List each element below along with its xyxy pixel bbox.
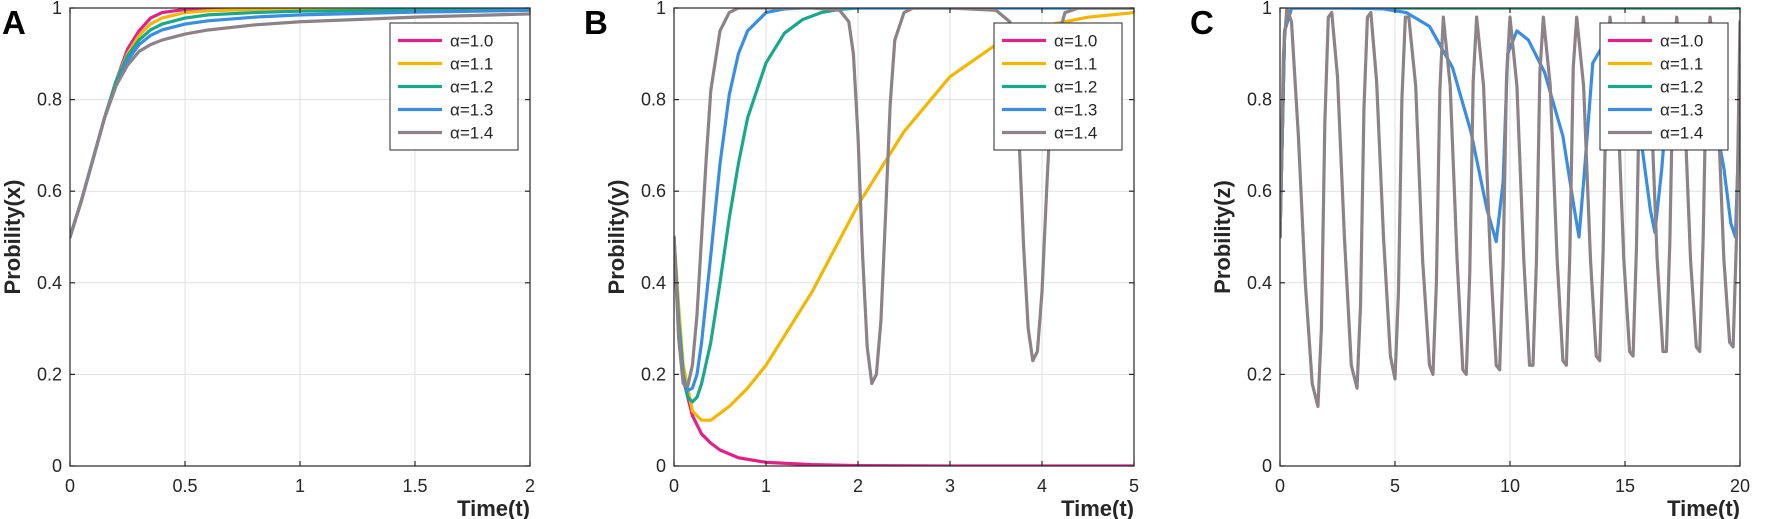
y-tick-label: 0.6 bbox=[37, 181, 62, 201]
legend-entry-label: α=1.4 bbox=[1660, 124, 1703, 143]
legend-entry-label: α=1.4 bbox=[1054, 124, 1097, 143]
x-axis-label: Time(t) bbox=[457, 496, 530, 519]
y-tick-label: 0 bbox=[52, 456, 62, 476]
y-tick-label: 0.4 bbox=[1247, 273, 1272, 293]
legend-entry-label: α=1.3 bbox=[450, 101, 493, 120]
legend-entry-label: α=1.0 bbox=[1054, 32, 1097, 51]
series-line-5 bbox=[1280, 8, 1740, 409]
legend-entry-label: α=1.4 bbox=[450, 124, 493, 143]
x-tick-label: 1.5 bbox=[402, 476, 427, 496]
x-tick-label: 1 bbox=[295, 476, 305, 496]
y-tick-label: 0.4 bbox=[37, 273, 62, 293]
x-tick-label: 0.5 bbox=[172, 476, 197, 496]
y-tick-label: 0.2 bbox=[641, 364, 666, 384]
chart-panel-a: 0 0.5 1 1.5 2 0 0.2 0.4 0.6 0.8 1 Time(t) Probility(… bbox=[0, 0, 535, 519]
series-line-1 bbox=[674, 235, 1134, 466]
y-tick-label: 0.8 bbox=[641, 90, 666, 110]
series-line-4 bbox=[674, 8, 1134, 393]
chart-panel-b: 0 1 2 3 4 5 0 0.2 0.4 0.6 0.8 1 Time(t) Probility(y) B… bbox=[584, 0, 1139, 519]
x-tick-label: 10 bbox=[1500, 476, 1520, 496]
legend: α=1.0 α=1.1 α=1.2 α=1.3 α=1.4 bbox=[993, 22, 1123, 151]
x-tick-label: 3 bbox=[945, 476, 955, 496]
x-axis-label: Time(t) bbox=[1667, 496, 1740, 519]
y-axis-label: Probility(y) bbox=[604, 180, 629, 295]
legend-entry-label: α=1.1 bbox=[1660, 55, 1703, 74]
legend-entry-label: α=1.2 bbox=[450, 78, 493, 97]
y-tick-label: 1 bbox=[656, 0, 666, 18]
y-tick-label: 0.4 bbox=[641, 273, 666, 293]
x-tick-label: 15 bbox=[1615, 476, 1635, 496]
x-tick-label: 4 bbox=[1037, 476, 1047, 496]
y-axis-label: Probility(z) bbox=[1210, 180, 1235, 294]
legend-entry-label: α=1.2 bbox=[1660, 78, 1703, 97]
legend: α=1.0 α=1.1 α=1.2 α=1.3 α=1.4 bbox=[1599, 22, 1729, 151]
y-tick-label: 0.2 bbox=[37, 364, 62, 384]
y-tick-label: 0.8 bbox=[37, 90, 62, 110]
legend-entry-label: α=1.0 bbox=[450, 32, 493, 51]
legend-entry-label: α=1.1 bbox=[1054, 55, 1097, 74]
panel-letter: C bbox=[1190, 4, 1214, 41]
y-tick-label: 0.6 bbox=[1247, 181, 1272, 201]
chart-panel-c: 0 5 10 15 20 0 0.2 0.4 0.6 0.8 1 Time(t) Probility(z… bbox=[1190, 0, 1750, 519]
x-tick-label: 0 bbox=[669, 476, 679, 496]
y-tick-label: 0 bbox=[656, 456, 666, 476]
x-tick-label: 0 bbox=[65, 476, 75, 496]
legend-entry-label: α=1.2 bbox=[1054, 78, 1097, 97]
y-tick-label: 0.8 bbox=[1247, 90, 1272, 110]
y-tick-label: 0.2 bbox=[1247, 364, 1272, 384]
x-tick-label: 20 bbox=[1730, 476, 1750, 496]
y-tick-label: 1 bbox=[52, 0, 62, 18]
x-axis-label: Time(t) bbox=[1061, 496, 1134, 519]
legend-entry-label: α=1.1 bbox=[450, 55, 493, 74]
legend-entry-label: α=1.3 bbox=[1054, 101, 1097, 120]
y-tick-label: 0.6 bbox=[641, 181, 666, 201]
x-tick-label: 0 bbox=[1275, 476, 1285, 496]
y-tick-label: 0 bbox=[1262, 456, 1272, 476]
x-tick-label: 1 bbox=[761, 476, 771, 496]
series-line-5 bbox=[674, 8, 1134, 388]
panel-letter: B bbox=[584, 4, 608, 41]
legend-entry-label: α=1.0 bbox=[1660, 32, 1703, 51]
legend: α=1.0 α=1.1 α=1.2 α=1.3 α=1.4 bbox=[389, 22, 519, 151]
x-tick-label: 2 bbox=[853, 476, 863, 496]
x-tick-label: 5 bbox=[1390, 476, 1400, 496]
series-line-5 bbox=[70, 12, 530, 239]
axes-frame bbox=[673, 7, 1135, 467]
panel-letter: A bbox=[2, 4, 26, 41]
x-tick-label: 2 bbox=[525, 476, 535, 496]
y-tick-label: 1 bbox=[1262, 0, 1272, 18]
x-tick-label: 5 bbox=[1129, 476, 1139, 496]
y-axis-label: Probility(x) bbox=[0, 180, 25, 295]
series-group bbox=[70, 8, 530, 239]
legend-entry-label: α=1.3 bbox=[1660, 101, 1703, 120]
